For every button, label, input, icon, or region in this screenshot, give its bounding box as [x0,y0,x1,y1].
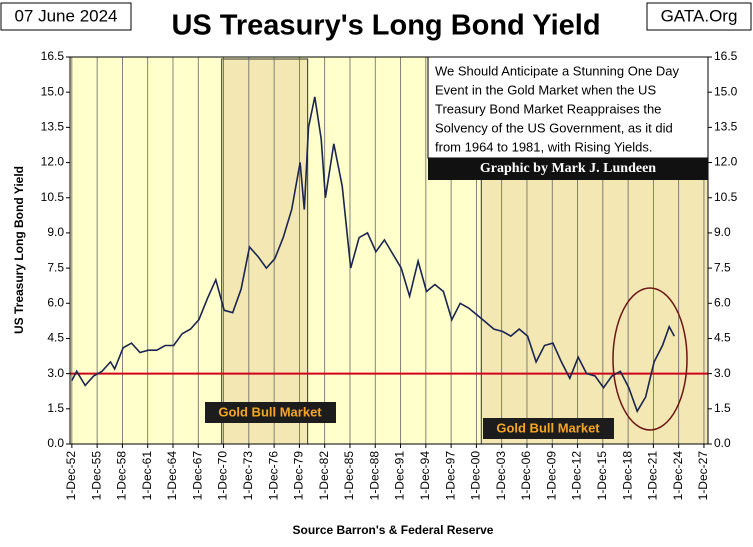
annotation-line: Event in the Gold Market when the US [435,82,656,97]
y-tick-label: 15.0 [41,84,65,98]
y-tick-label: 12.0 [41,155,65,169]
x-tick-label: 1-Dec-91 [393,451,407,501]
y2-tick-label: 1.5 [714,401,731,415]
highlight-circle [612,287,688,431]
y2-tick-label: 9.0 [714,225,731,239]
x-tick-label: 1-Dec-21 [646,451,660,501]
x-tick-label: 1-Dec-06 [519,451,533,501]
y2-tick-label: 12.0 [714,155,738,169]
y2-tick-label: 6.0 [714,295,731,309]
x-tick-label: 1-Dec-94 [418,451,432,501]
date: 07 June 2024 [14,6,117,25]
y-tick-label: 7.5 [47,260,64,274]
x-tick-label: 1-Dec-00 [469,451,483,501]
y-tick-label: 1.5 [47,401,64,415]
x-axis-label: Source Barron's & Federal Reserve [293,523,494,537]
annotation-line: Solvency of the US Government, as it did [435,120,673,135]
x-tick-label: 1-Dec-88 [367,451,381,501]
region-label: Gold Bull Market [496,420,600,435]
y2-tick-label: 16.5 [714,49,738,63]
plot-border [69,56,709,445]
y-tick-label: 6.0 [47,295,64,309]
annotation-box [427,56,709,159]
y2-tick-label: 15.0 [714,84,738,98]
x-tick-label: 1-Dec-09 [544,451,558,501]
x-tick-label: 1-Dec-15 [595,451,609,501]
region-label: Gold Bull Market [218,404,322,419]
x-tick-label: 1-Dec-18 [620,451,634,501]
y2-tick-label: 0.0 [714,436,731,450]
x-tick-label: 1-Dec-24 [671,451,685,501]
y2-tick-label: 13.5 [714,120,738,134]
x-tick-label: 1-Dec-79 [292,451,306,501]
x-tick-label: 1-Dec-58 [115,451,129,501]
x-tick-label: 1-Dec-03 [494,451,508,501]
date-box [0,2,132,31]
annotation-line: We Should Anticipate a Stunning One Day [435,63,680,78]
y2-tick-label: 3.0 [714,366,731,380]
x-tick-label: 1-Dec-70 [216,451,230,501]
x-tick-label: 1-Dec-12 [570,451,584,501]
region-label-box [483,418,614,439]
x-tick-label: 1-Dec-52 [64,451,78,501]
y-tick-label: 0.0 [47,436,64,450]
x-tick-label: 1-Dec-97 [443,451,457,501]
annotation-line: Treasury Bond Market Reappraises the [435,101,661,116]
annotation-line: from 1964 to 1981, with Rising Yields. [435,139,653,154]
credit: Graphic by Mark J. Lundeen [480,161,656,176]
x-tick-label: 1-Dec-73 [241,451,255,501]
x-tick-label: 1-Dec-67 [190,451,204,501]
chart-title: US Treasury's Long Bond Yield [171,10,600,42]
y-tick-label: 4.5 [47,331,64,345]
x-tick-label: 1-Dec-76 [266,451,280,501]
y2-tick-label: 10.5 [714,190,738,204]
x-tick-label: 1-Dec-82 [317,451,331,501]
y-tick-label: 16.5 [41,49,65,63]
x-tick-label: 1-Dec-55 [89,451,103,501]
x-tick-label: 1-Dec-64 [165,451,179,501]
x-tick-label: 1-Dec-61 [140,451,154,501]
x-tick-label: 1-Dec-27 [696,451,710,501]
y-tick-label: 9.0 [47,225,64,239]
site-box [646,2,752,31]
y2-tick-label: 7.5 [714,260,731,274]
shaded-region [221,58,309,445]
y-tick-label: 13.5 [41,120,65,134]
y-tick-label: 3.0 [47,366,64,380]
site: GATA.Org [661,6,738,25]
x-tick-label: 1-Dec-85 [342,451,356,501]
y-axis-label: US Treasury Long Bond Yield [12,166,26,334]
y2-tick-label: 4.5 [714,331,731,345]
region-label-box [205,402,336,423]
y-tick-label: 10.5 [41,190,65,204]
yield-line [70,96,676,414]
credit-bar [428,158,708,180]
